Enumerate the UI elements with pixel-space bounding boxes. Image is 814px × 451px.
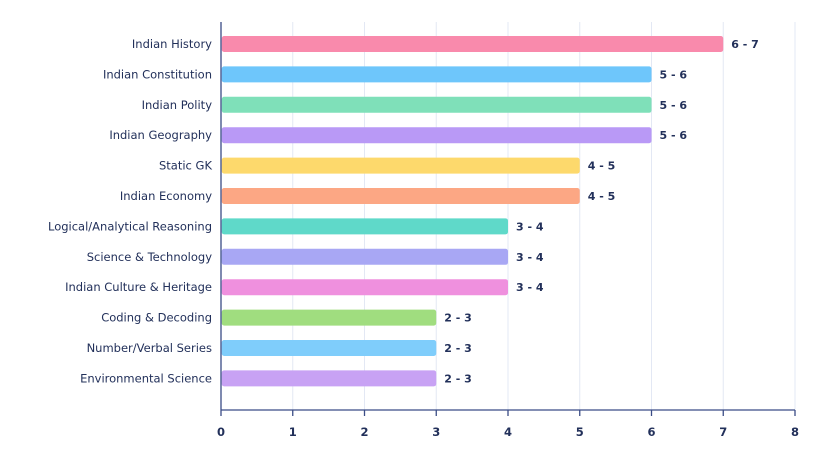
value-label: 5 - 6 — [660, 99, 688, 112]
bar — [221, 66, 652, 83]
category-label: Indian History — [132, 37, 212, 51]
value-label: 5 - 6 — [660, 68, 688, 81]
category-label: Coding & Decoding — [101, 311, 212, 325]
category-label: Logical/Analytical Reasoning — [48, 219, 212, 233]
x-tick-label: 8 — [791, 425, 799, 439]
grid-layer — [292, 22, 796, 410]
category-label: Number/Verbal Series — [87, 341, 212, 355]
axis-layer: 0 1 2 3 4 5 6 7 8 — [217, 22, 799, 439]
bar — [221, 127, 652, 144]
bars-layer — [221, 36, 724, 387]
category-label: Static GK — [159, 159, 212, 173]
category-label: Science & Technology — [87, 250, 212, 264]
bar — [221, 96, 652, 113]
x-tick-label: 7 — [719, 425, 727, 439]
x-tick-label: 0 — [217, 425, 225, 439]
bar — [221, 340, 437, 356]
category-label: Indian Constitution — [103, 67, 212, 81]
category-label: Indian Geography — [109, 128, 212, 142]
value-label: 4 - 5 — [588, 160, 616, 173]
bar — [221, 188, 580, 204]
x-tick-label: 3 — [432, 425, 440, 439]
category-label: Indian Economy — [120, 189, 212, 203]
x-tick-label: 1 — [289, 425, 297, 439]
bar — [221, 36, 724, 52]
value-label: 4 - 5 — [588, 190, 616, 203]
value-label: 3 - 4 — [516, 281, 544, 294]
x-tick-label: 6 — [647, 425, 655, 439]
value-label: 6 - 7 — [731, 38, 759, 51]
x-tick-label: 5 — [576, 425, 584, 439]
bar — [221, 218, 508, 235]
value-label: 2 - 3 — [444, 372, 472, 385]
value-label: 5 - 6 — [660, 129, 688, 142]
bar — [221, 370, 437, 387]
x-tick-label: 4 — [504, 425, 512, 439]
value-label: 3 - 4 — [516, 251, 544, 264]
category-label: Indian Culture & Heritage — [65, 280, 212, 294]
bar — [221, 309, 437, 326]
x-tick-label: 2 — [360, 425, 368, 439]
labels-layer: Indian History 6 - 7 Indian Constitution 5 … — [48, 37, 759, 385]
value-label: 2 - 3 — [444, 312, 472, 325]
bar — [221, 279, 508, 296]
value-label: 3 - 4 — [516, 220, 544, 233]
value-label: 2 - 3 — [444, 342, 472, 355]
category-label: Indian Polity — [142, 98, 213, 112]
category-label: Environmental Science — [80, 371, 212, 385]
bar — [221, 248, 508, 265]
bar — [221, 157, 580, 174]
